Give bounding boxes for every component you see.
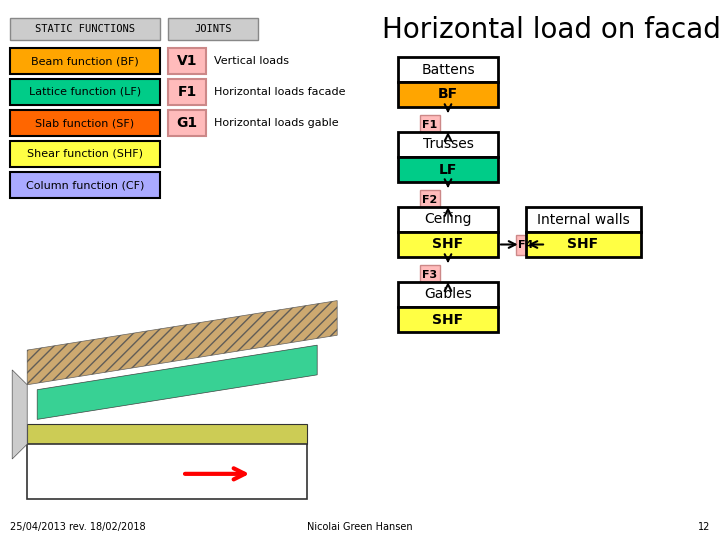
FancyBboxPatch shape: [10, 48, 160, 74]
FancyBboxPatch shape: [398, 157, 498, 182]
Text: Ceiling: Ceiling: [424, 213, 472, 226]
FancyBboxPatch shape: [168, 110, 206, 136]
FancyBboxPatch shape: [398, 307, 498, 332]
Text: Internal walls: Internal walls: [536, 213, 629, 226]
FancyBboxPatch shape: [10, 79, 160, 105]
Text: Vertical loads: Vertical loads: [214, 56, 289, 66]
Text: F2: F2: [423, 195, 438, 205]
Text: Horizontal loads facade: Horizontal loads facade: [214, 87, 346, 97]
Text: STATIC FUNCTIONS: STATIC FUNCTIONS: [35, 24, 135, 34]
Polygon shape: [12, 370, 27, 459]
Text: Slab function (SF): Slab function (SF): [35, 118, 135, 128]
Text: JOINTS: JOINTS: [194, 24, 232, 34]
FancyBboxPatch shape: [526, 232, 641, 257]
Text: Gables: Gables: [424, 287, 472, 301]
FancyBboxPatch shape: [398, 282, 498, 307]
FancyBboxPatch shape: [398, 232, 498, 257]
FancyBboxPatch shape: [398, 207, 498, 232]
FancyBboxPatch shape: [526, 207, 641, 232]
Text: V1: V1: [176, 54, 197, 68]
FancyBboxPatch shape: [168, 79, 206, 105]
FancyBboxPatch shape: [168, 48, 206, 74]
Text: 12: 12: [698, 522, 710, 532]
Text: Beam function (BF): Beam function (BF): [31, 56, 139, 66]
Text: 25/04/2013 rev. 18/02/2018: 25/04/2013 rev. 18/02/2018: [10, 522, 145, 532]
FancyBboxPatch shape: [10, 172, 160, 198]
Text: Shear function (SHF): Shear function (SHF): [27, 149, 143, 159]
FancyBboxPatch shape: [10, 18, 160, 40]
Text: Battens: Battens: [421, 63, 474, 77]
Polygon shape: [27, 444, 307, 498]
Text: SHF: SHF: [433, 313, 464, 327]
Text: SHF: SHF: [433, 238, 464, 252]
Text: Horizontal load on facade: Horizontal load on facade: [382, 16, 720, 44]
Text: F1: F1: [177, 85, 197, 99]
Polygon shape: [37, 345, 318, 420]
FancyBboxPatch shape: [10, 110, 160, 136]
FancyBboxPatch shape: [516, 234, 536, 254]
Text: Trusses: Trusses: [423, 138, 474, 152]
FancyBboxPatch shape: [420, 265, 440, 285]
Text: F3: F3: [423, 270, 438, 280]
Text: SHF: SHF: [567, 238, 598, 252]
Text: Horizontal loads gable: Horizontal loads gable: [214, 118, 338, 128]
FancyBboxPatch shape: [398, 57, 498, 82]
Text: F4: F4: [518, 240, 534, 249]
Text: BF: BF: [438, 87, 458, 102]
Text: Column function (CF): Column function (CF): [26, 180, 144, 190]
Polygon shape: [27, 424, 307, 444]
FancyBboxPatch shape: [398, 132, 498, 157]
Text: F1: F1: [423, 120, 438, 130]
Text: LF: LF: [438, 163, 457, 177]
Text: Nicolai Green Hansen: Nicolai Green Hansen: [307, 522, 413, 532]
FancyBboxPatch shape: [168, 18, 258, 40]
Polygon shape: [27, 301, 337, 384]
FancyBboxPatch shape: [398, 82, 498, 107]
FancyBboxPatch shape: [10, 141, 160, 167]
Text: G1: G1: [176, 116, 197, 130]
Text: Lattice function (LF): Lattice function (LF): [29, 87, 141, 97]
FancyBboxPatch shape: [420, 115, 440, 135]
FancyBboxPatch shape: [420, 190, 440, 210]
